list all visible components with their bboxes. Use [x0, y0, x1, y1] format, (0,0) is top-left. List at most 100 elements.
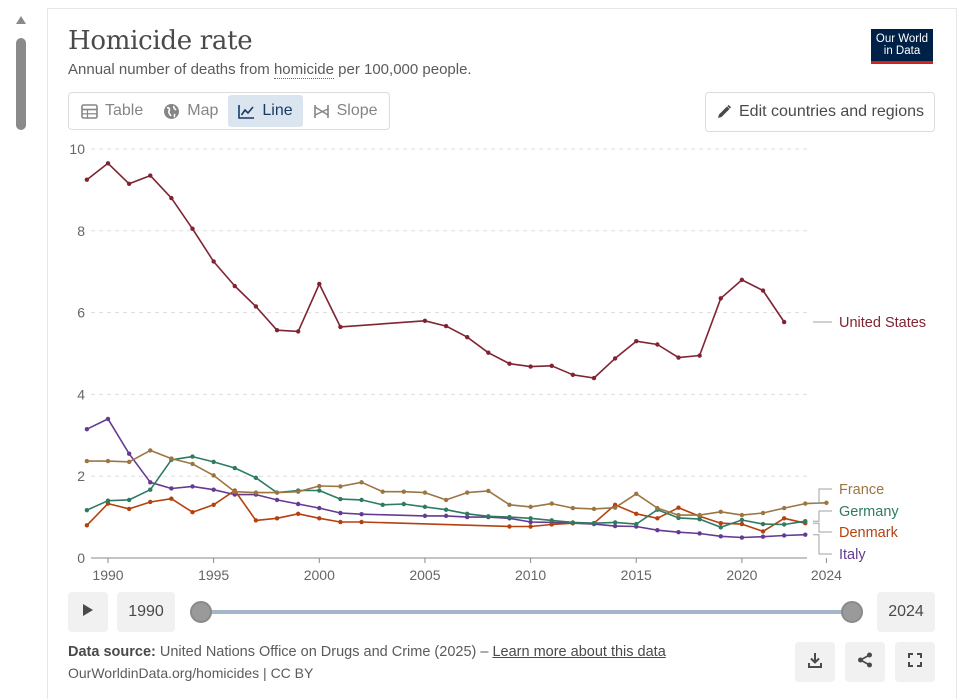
data-point-united-states [338, 324, 343, 330]
scroll-thumb[interactable] [16, 38, 26, 130]
data-point-france [359, 480, 364, 485]
data-point-france [317, 483, 322, 489]
globe-icon [163, 103, 180, 120]
data-point-germany [549, 518, 554, 523]
subtitle-suffix: per 100,000 people. [333, 61, 472, 78]
data-point-germany [190, 454, 195, 459]
data-point-france [84, 458, 90, 464]
timeline-end-handle[interactable] [841, 601, 863, 623]
x-tick-label: 2010 [515, 567, 546, 583]
x-tick-label: 2024 [811, 567, 842, 583]
data-point-italy [148, 480, 153, 485]
data-point-denmark [253, 518, 259, 523]
label-connector-denmark [813, 522, 832, 533]
data-point-italy [676, 530, 681, 535]
data-point-denmark [760, 529, 766, 534]
data-point-italy [211, 487, 216, 492]
data-point-france [465, 490, 470, 495]
timeline-end-year[interactable]: 2024 [877, 592, 935, 632]
timeline-start-handle[interactable] [190, 601, 212, 623]
data-point-united-states [528, 364, 533, 369]
data-point-denmark [295, 511, 301, 517]
share-button[interactable] [845, 642, 885, 682]
data-point-denmark [84, 523, 90, 528]
data-point-france [655, 505, 660, 511]
tab-line[interactable]: Line [228, 95, 303, 127]
data-point-united-states [169, 195, 174, 201]
x-tick-label: 2005 [409, 567, 440, 583]
label-connector-italy [813, 534, 832, 555]
view-tabs: Table Map Line Slope [68, 92, 390, 130]
data-point-france [739, 512, 745, 518]
data-point-italy [169, 486, 174, 491]
data-point-denmark [126, 506, 132, 512]
data-point-germany [570, 520, 576, 525]
data-point-united-states [274, 327, 280, 333]
y-tick-label: 6 [77, 305, 85, 321]
data-point-france [486, 488, 491, 494]
data-point-italy [317, 505, 322, 511]
series-label-france: France [839, 482, 884, 498]
data-point-denmark [274, 516, 280, 521]
data-point-germany [422, 504, 428, 510]
data-point-germany [380, 502, 385, 508]
tab-table[interactable]: Table [71, 95, 153, 127]
download-button[interactable] [795, 642, 835, 682]
line-chart: 0 2 4 6 8 10 1990 1995 2000 2005 2010 2015 2020 2024 U… [69, 141, 926, 583]
data-point-france [253, 490, 259, 495]
data-point-germany [211, 459, 216, 465]
play-button[interactable] [68, 592, 108, 632]
data-point-germany [528, 516, 533, 521]
data-point-italy [338, 510, 343, 516]
data-point-denmark [317, 516, 322, 521]
scrollbar[interactable] [13, 14, 29, 684]
data-point-united-states [148, 173, 153, 178]
data-point-united-states [634, 339, 639, 344]
data-point-denmark [211, 502, 216, 508]
data-point-italy [84, 426, 90, 432]
x-tick-label: 2015 [621, 567, 652, 583]
edit-countries-button[interactable]: Edit countries and regions [705, 92, 935, 132]
data-point-denmark [634, 511, 639, 517]
fullscreen-button[interactable] [895, 642, 935, 682]
data-point-france [401, 489, 407, 494]
data-point-france [338, 484, 343, 489]
scroll-up-arrow-icon[interactable] [16, 16, 26, 24]
data-point-france [169, 456, 174, 461]
data-point-france [105, 458, 111, 464]
timeline-start-year[interactable]: 1990 [117, 592, 175, 632]
data-point-united-states [591, 375, 597, 381]
edit-countries-label: Edit countries and regions [739, 103, 924, 120]
label-connector-france [813, 488, 832, 504]
source-url: OurWorldinData.org/homicides | CC BY [68, 665, 314, 681]
timeline-slider-track[interactable] [200, 610, 852, 614]
homicide-definition-link[interactable]: homicide [273, 61, 334, 79]
tab-slope[interactable]: Slope [303, 95, 388, 127]
tab-map[interactable]: Map [153, 95, 228, 127]
y-tick-label: 2 [77, 468, 85, 484]
series-label-united-states: United States [839, 315, 926, 331]
data-point-france [549, 501, 554, 506]
data-point-germany [591, 521, 597, 526]
data-point-france [676, 512, 681, 518]
data-point-germany [760, 521, 766, 527]
data-point-germany [338, 496, 343, 502]
tab-table-label: Table [105, 102, 144, 119]
y-tick-label: 10 [69, 141, 85, 157]
data-point-united-states [718, 296, 723, 301]
learn-more-link[interactable]: Learn more about this data [492, 644, 666, 660]
chart-frame [47, 8, 957, 699]
data-point-italy [359, 512, 364, 517]
subtitle-prefix: Annual number of deaths from [68, 61, 274, 78]
y-tick-label: 8 [77, 223, 85, 239]
data-point-united-states [739, 277, 745, 283]
data-point-united-states [486, 350, 491, 355]
data-point-france [443, 497, 449, 503]
data-point-united-states [126, 181, 132, 186]
line-chart-icon [238, 104, 255, 119]
owid-logo[interactable]: Our World in Data [871, 29, 933, 64]
data-point-france [591, 506, 597, 512]
data-source-text: United Nations Office on Drugs and Crime… [155, 644, 493, 660]
data-point-denmark [528, 524, 533, 529]
data-point-italy [190, 484, 195, 489]
